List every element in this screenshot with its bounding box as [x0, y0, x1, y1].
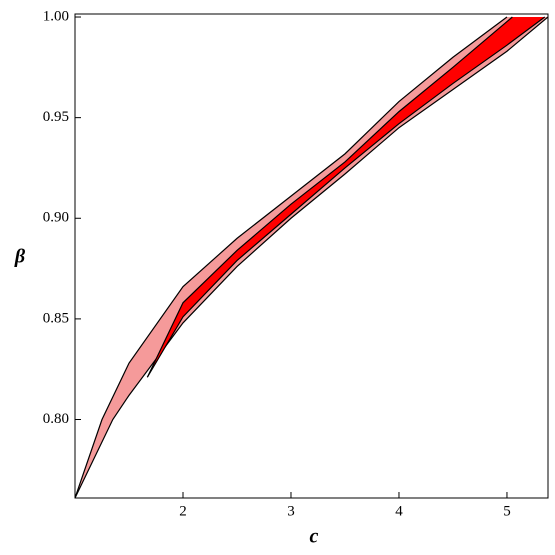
x-axis-title: c: [310, 526, 319, 548]
x-tick-label: 3: [287, 503, 295, 519]
region-band: [147, 17, 545, 378]
y-tick-label: 0.80: [43, 411, 69, 427]
y-tick-label: 0.95: [43, 109, 69, 125]
boundary-line: [75, 16, 548, 498]
x-tick-label: 4: [395, 503, 403, 519]
boundary-line: [146, 16, 546, 378]
plot-frame: [74, 13, 549, 499]
boundary-line: [75, 16, 508, 498]
x-tick-label: 2: [179, 503, 187, 519]
boundary-line: [146, 16, 513, 378]
region-band: [75, 17, 548, 498]
y-tick-label: 0.85: [43, 310, 69, 326]
y-tick-label: 1.00: [43, 8, 69, 24]
y-axis-title: β: [14, 246, 26, 268]
y-tick-label: 0.90: [43, 210, 69, 226]
x-tick-label: 5: [503, 503, 511, 519]
